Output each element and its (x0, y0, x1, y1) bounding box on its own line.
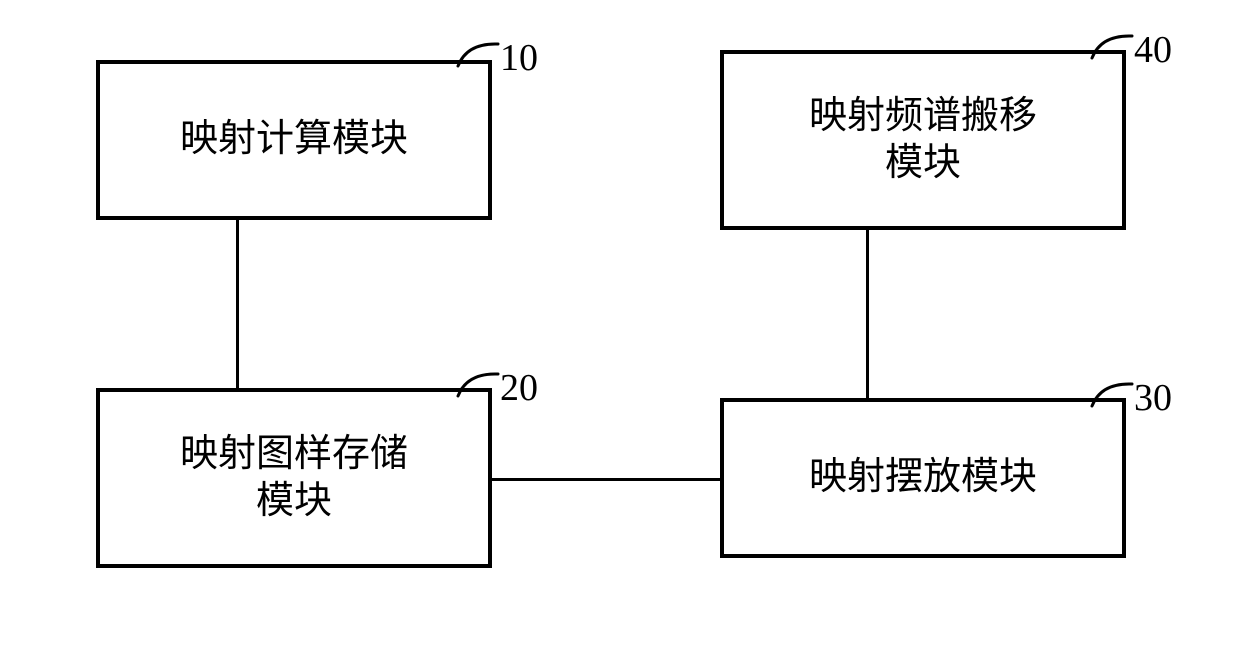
node-label-10: 映射计算模块 (180, 116, 408, 164)
edge-20-30 (492, 478, 720, 481)
edge-40-30 (866, 230, 869, 398)
node-box-10: 映射计算模块 (96, 60, 492, 220)
edge-10-20 (236, 220, 239, 388)
node-box-30: 映射摆放模块 (720, 398, 1126, 558)
node-ref-30: 30 (1134, 376, 1172, 420)
diagram-canvas: 映射计算模块 10 映射频谱搬移模块 40 映射图样存储模块 20 映射摆放模块… (0, 0, 1240, 658)
node-box-20: 映射图样存储模块 (96, 388, 492, 568)
node-label-20: 映射图样存储模块 (180, 431, 408, 526)
node-label-30: 映射摆放模块 (809, 454, 1037, 502)
node-ref-40: 40 (1134, 28, 1172, 72)
node-label-40: 映射频谱搬移模块 (809, 93, 1037, 188)
node-ref-10: 10 (500, 36, 538, 80)
node-ref-20: 20 (500, 366, 538, 410)
node-box-40: 映射频谱搬移模块 (720, 50, 1126, 230)
